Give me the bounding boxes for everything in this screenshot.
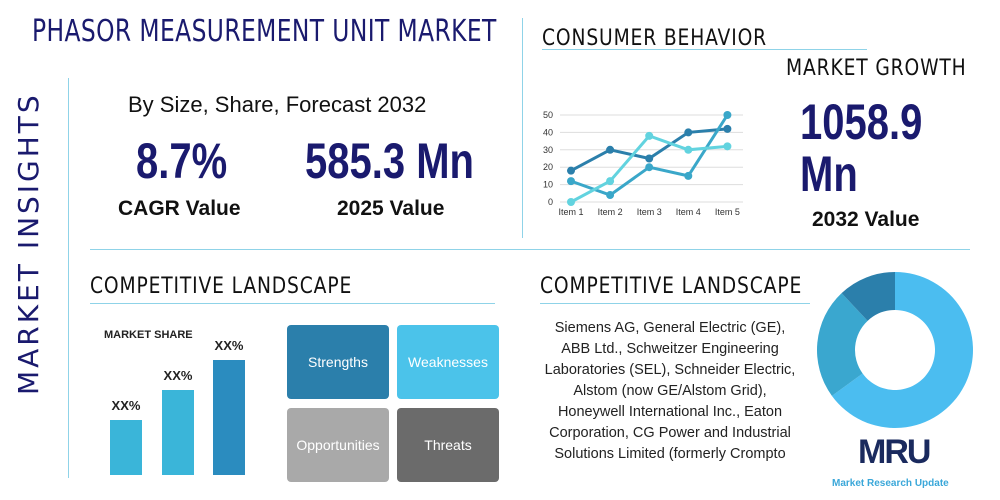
data-point xyxy=(723,124,732,133)
value-2025: 585.3 Mn xyxy=(305,133,474,189)
swot-strengths: Strengths xyxy=(287,325,389,399)
bar xyxy=(213,359,245,475)
competitive-heading-right: COMPETITIVE LANDSCAPE xyxy=(540,274,803,299)
y-tick-label: 20 xyxy=(543,162,553,172)
logo-text: MRU xyxy=(858,433,931,471)
value-2032: 1058.9 Mn xyxy=(800,94,923,202)
data-point xyxy=(606,191,615,200)
page-title: PHASOR MEASUREMENT UNIT MARKET xyxy=(32,14,497,49)
data-point xyxy=(645,131,654,140)
divider xyxy=(542,49,867,50)
y-tick-label: 30 xyxy=(543,145,553,155)
data-point xyxy=(606,145,615,154)
swot-threats: Threats xyxy=(397,408,499,482)
divider xyxy=(68,78,69,478)
companies-list: Siemens AG, General Electric (GE), ABB L… xyxy=(544,320,796,462)
bar-chart-title: MARKET SHARE xyxy=(104,329,193,341)
swot-weaknesses: Weaknesses xyxy=(397,325,499,399)
y-tick-label: 0 xyxy=(548,197,553,207)
divider xyxy=(90,249,970,250)
bar-label: XX% xyxy=(111,398,141,413)
data-point xyxy=(567,177,575,186)
bar-label: XX% xyxy=(163,367,193,383)
data-point xyxy=(645,163,654,172)
x-tick-label: Item 1 xyxy=(558,207,583,217)
donut-slice xyxy=(817,293,868,396)
donut-slice xyxy=(841,272,895,321)
y-tick-label: 50 xyxy=(543,110,553,120)
cagr-label: CAGR Value xyxy=(118,197,241,220)
donut-chart xyxy=(817,272,973,428)
divider xyxy=(90,303,495,304)
line-chart: 0 10 20 30 40 50 Item 1 Item 2 Item 3 Item 4 Item … xyxy=(543,110,743,217)
data-point xyxy=(567,198,575,206)
data-point xyxy=(684,145,693,154)
data-point xyxy=(723,142,732,151)
x-tick-label: Item 3 xyxy=(637,207,662,217)
x-tick-label: Item 4 xyxy=(676,207,701,217)
bar xyxy=(162,389,194,475)
y-tick-label: 10 xyxy=(543,180,553,190)
bar-label: XX% xyxy=(214,337,244,353)
data-point xyxy=(684,171,693,180)
consumer-heading: CONSUMER BEHAVIOR xyxy=(542,26,767,51)
label-2032: 2032 Value xyxy=(812,208,920,231)
divider xyxy=(540,303,810,304)
donut-slice xyxy=(831,272,973,428)
logo-tagline: Market Research Update xyxy=(832,478,949,489)
growth-heading: MARKET GROWTH xyxy=(786,56,967,81)
data-point xyxy=(567,166,575,175)
competitive-heading-left: COMPETITIVE LANDSCAPE xyxy=(90,274,353,299)
data-point xyxy=(684,128,693,137)
cagr-value: 8.7% xyxy=(136,133,228,189)
x-tick-label: Item 5 xyxy=(715,207,740,217)
logo: MRU xyxy=(858,433,931,471)
swot-opportunities: Opportunities xyxy=(287,408,389,482)
vertical-label: MARKET INSIGHTS xyxy=(12,92,45,395)
divider xyxy=(522,18,523,238)
data-point xyxy=(606,177,615,186)
y-tick-label: 40 xyxy=(543,127,553,137)
subtitle: By Size, Share, Forecast 2032 xyxy=(128,92,427,117)
data-point xyxy=(723,111,732,119)
bar xyxy=(110,420,142,475)
label-2025: 2025 Value xyxy=(337,197,445,220)
x-tick-label: Item 2 xyxy=(598,207,623,217)
data-point xyxy=(645,154,654,163)
